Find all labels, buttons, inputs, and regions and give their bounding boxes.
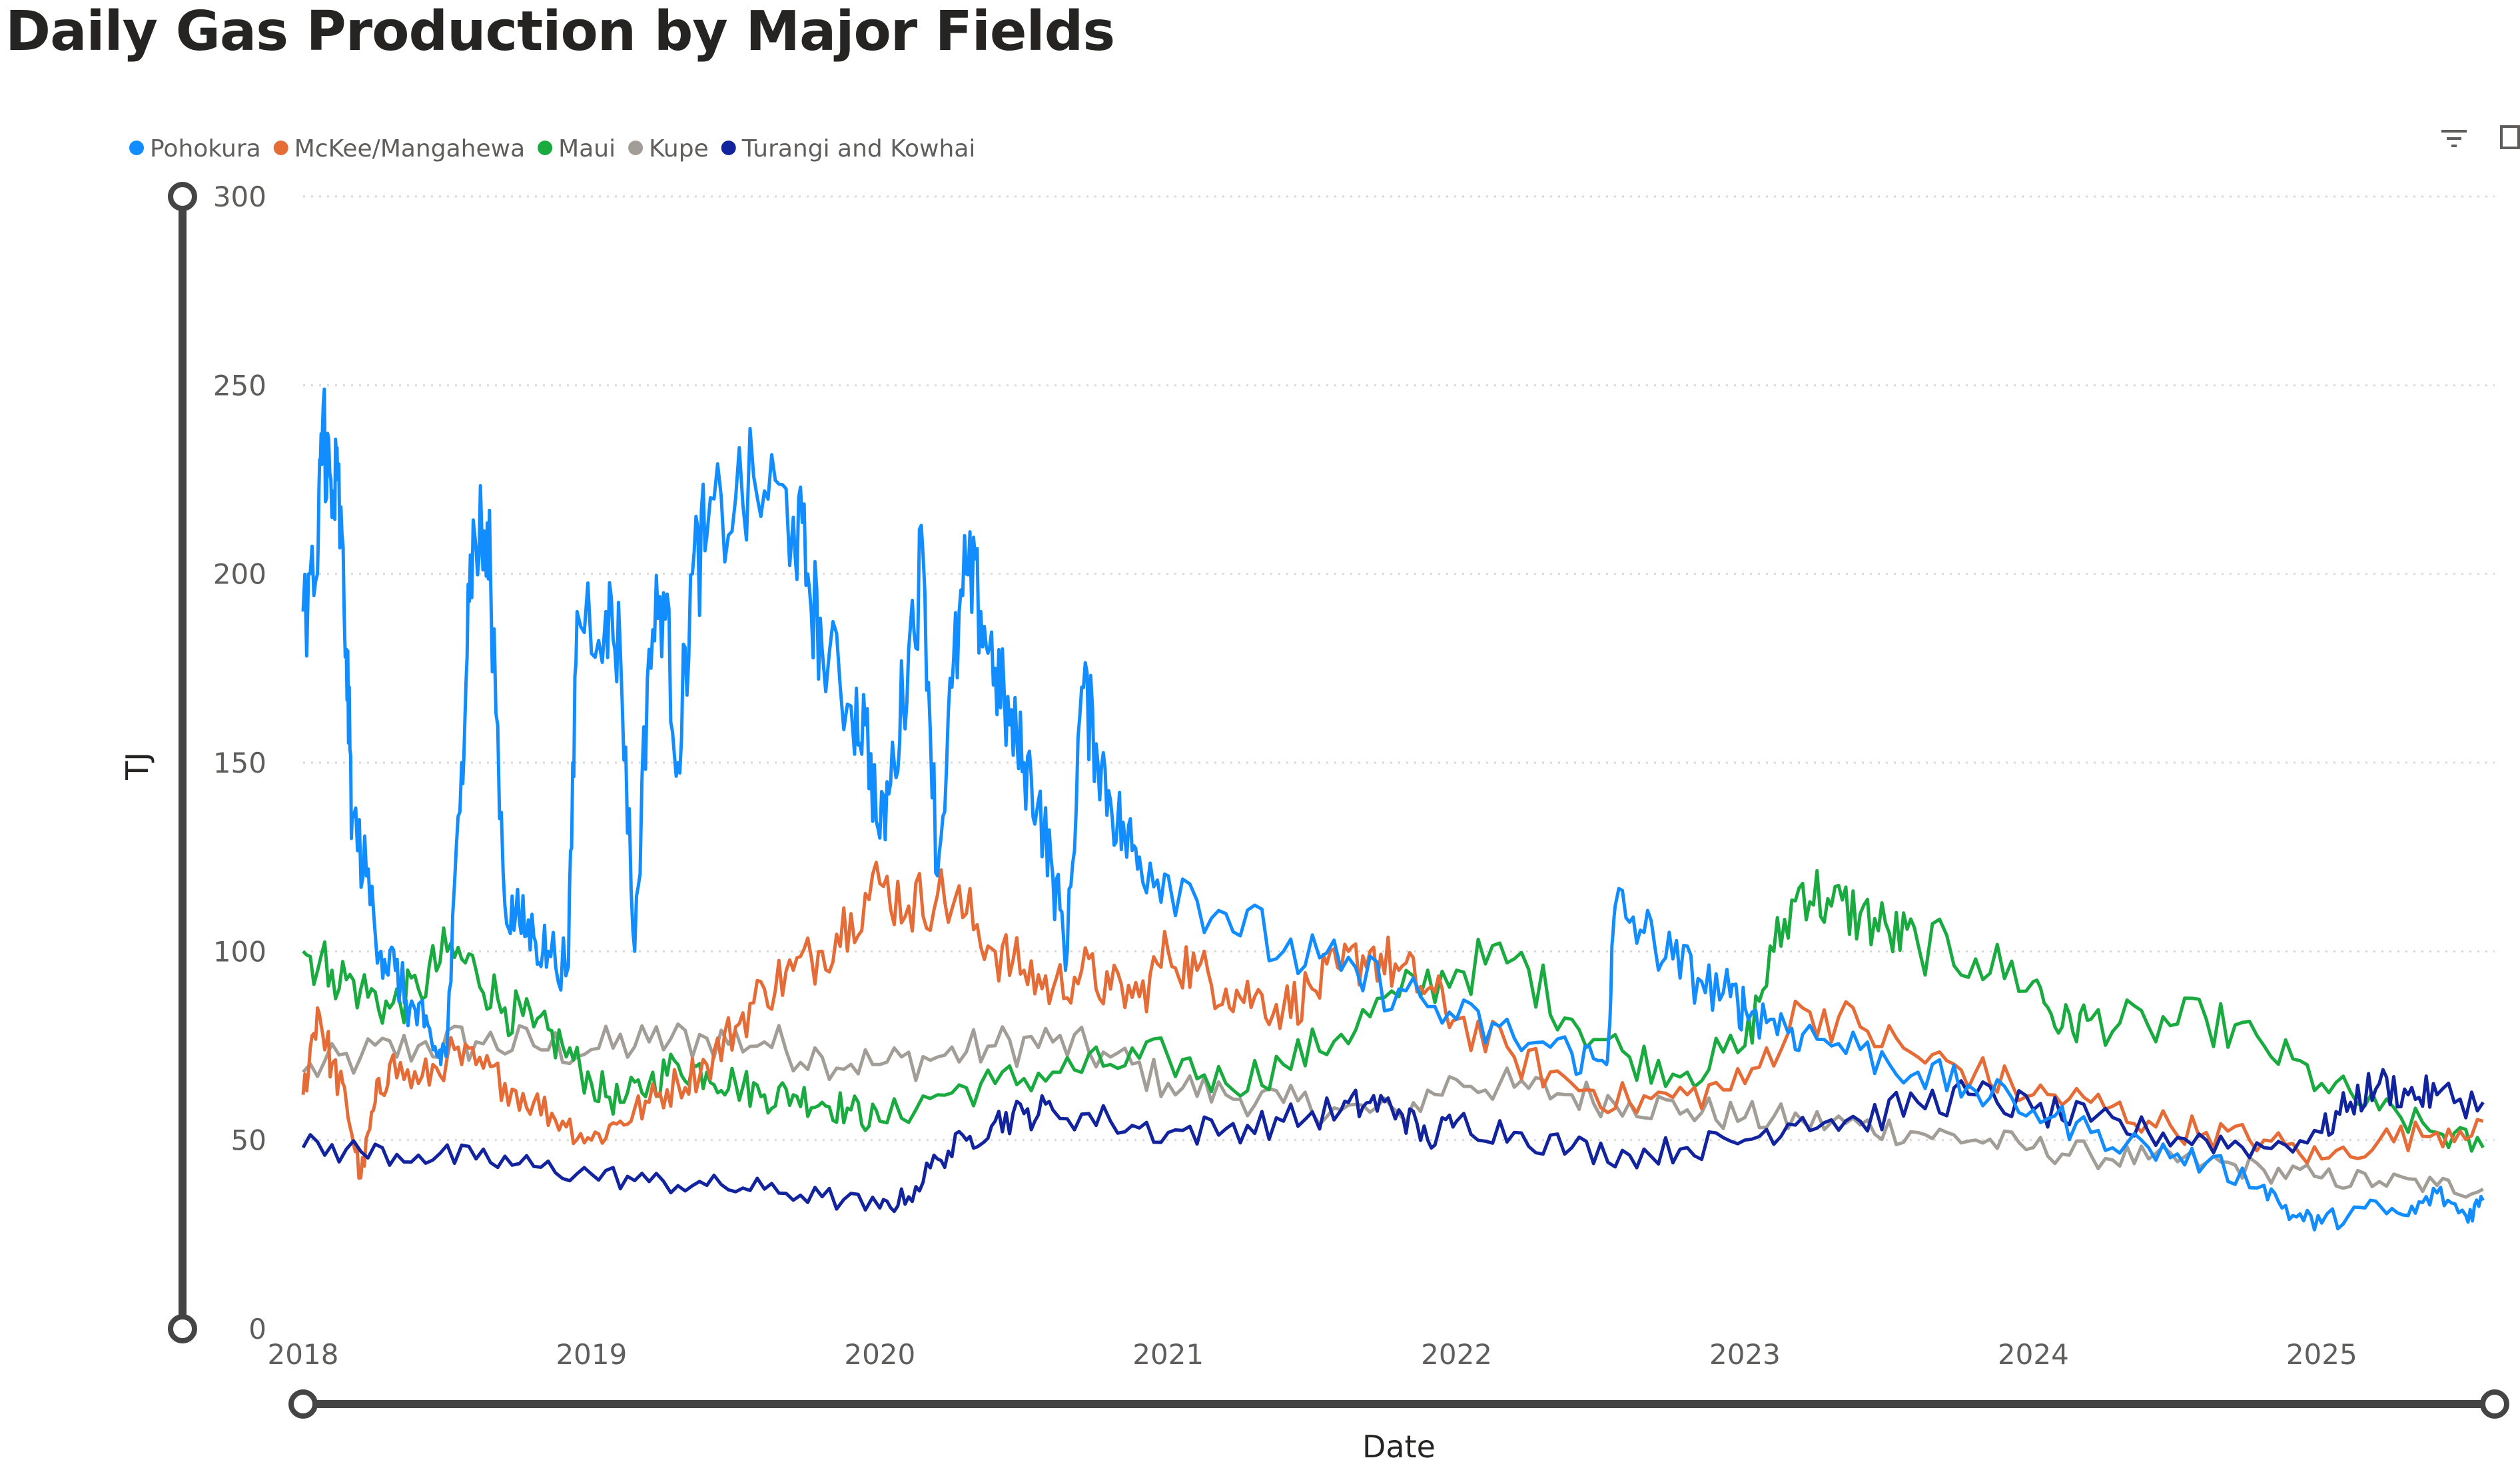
y-tick-label: 0: [248, 1313, 266, 1345]
x-axis-ticks: 2018 2019 2020 2021 2022 2023 2024 2025: [268, 1338, 2357, 1371]
y-axis-zoom-slider[interactable]: [168, 182, 197, 1343]
x-tick-label: 2018: [268, 1338, 339, 1371]
x-tick-label: 2020: [844, 1338, 915, 1371]
x-tick-label: 2019: [556, 1338, 627, 1371]
page-title: Daily Gas Production by Major Fields: [5, 0, 1115, 63]
y-tick-label: 300: [213, 181, 266, 213]
y-axis-ticks: 0 50 100 150 200 250 300: [213, 181, 266, 1345]
y-slider-top-handle[interactable]: [168, 182, 197, 211]
y-tick-label: 200: [213, 558, 266, 591]
legend: Pohokura McKee/Mangahewa Maui Kupe Turangi a…: [129, 135, 975, 163]
series-line-turangi-and-kowhai: [301, 1068, 2485, 1214]
x-tick-label: 2023: [1709, 1338, 1781, 1371]
legend-marker: [538, 141, 553, 155]
x-tick-label: 2025: [2286, 1338, 2357, 1371]
legend-label: McKee/Mangahewa: [294, 135, 525, 163]
legend-label: Kupe: [649, 135, 709, 163]
series-layer: [301, 387, 2485, 1232]
x-axis-title: Date: [1362, 1429, 1436, 1462]
series-line-maui: [302, 869, 2485, 1153]
y-tick-label: 50: [231, 1124, 266, 1157]
focus-mode-icon[interactable]: [2500, 125, 2520, 149]
filter-icon[interactable]: [2441, 130, 2467, 147]
x-tick-label: 2024: [1998, 1338, 2069, 1371]
visual-toolbar: [2441, 125, 2520, 149]
y-tick-label: 100: [213, 935, 266, 968]
y-tick-label: 150: [213, 747, 266, 779]
x-tick-label: 2022: [1421, 1338, 1492, 1371]
x-slider-left-handle[interactable]: [288, 1389, 318, 1419]
legend-marker: [628, 141, 643, 155]
legend-label: Maui: [558, 135, 616, 163]
gridlines: [303, 195, 2495, 1142]
series-line-mckee-mangahewa: [301, 861, 2484, 1180]
y-axis-title: TJ: [119, 752, 155, 781]
y-slider-bottom-handle[interactable]: [168, 1314, 197, 1343]
x-tick-label: 2021: [1132, 1338, 1204, 1371]
legend-marker: [273, 141, 288, 155]
legend-label: Turangi and Kowhai: [741, 135, 976, 163]
x-slider-right-handle[interactable]: [2480, 1389, 2509, 1419]
x-axis-zoom-slider[interactable]: [288, 1389, 2509, 1419]
y-tick-label: 250: [213, 369, 266, 402]
legend-label: Pohokura: [150, 135, 261, 163]
legend-marker: [721, 141, 736, 155]
series-line-pohokura: [301, 387, 2485, 1232]
legend-marker: [129, 141, 144, 155]
